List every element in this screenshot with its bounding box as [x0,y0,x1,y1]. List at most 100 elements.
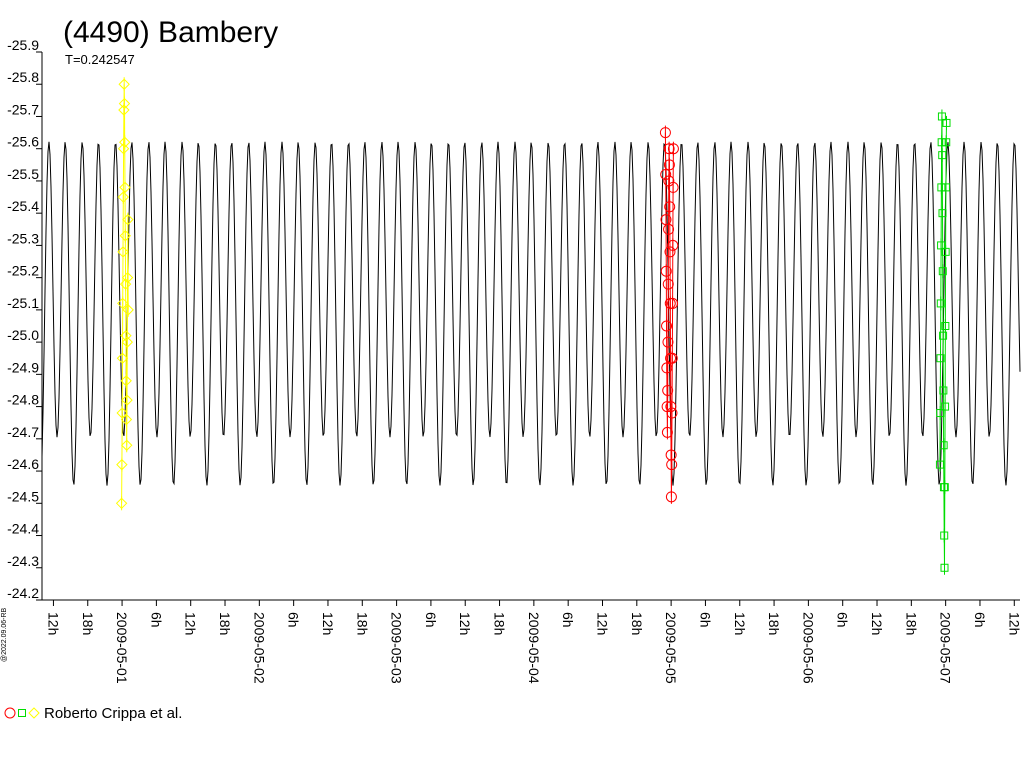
x-tick-label: 12h [869,612,885,635]
data-point-circle [665,401,677,413]
y-tick-label: -25.6 [7,134,39,150]
data-point-circle [662,336,674,348]
data-point-square [937,241,946,250]
observation-series [115,77,951,575]
data-point-circle [660,168,672,180]
data-point-diamond [119,136,131,148]
data-point-circle [667,143,679,155]
data-point-square [940,483,949,492]
data-point-diamond [118,78,130,90]
x-tick-label: 6h [560,612,576,628]
x-tick-label: 6h [423,612,439,628]
x-tick-label: 18h [766,612,782,635]
y-tick-label: -24.6 [7,456,39,472]
y-tick-label: -25.2 [7,263,39,279]
data-point-diamond [120,413,133,426]
x-tick-label: 12h [320,612,336,635]
data-point-square [938,151,947,160]
data-point-circle [667,297,679,309]
chart-subtitle: T=0.242547 [65,52,135,67]
data-point-circle [666,407,678,419]
data-point-square [936,299,945,308]
data-point-square [941,247,950,256]
y-tick-label: -24.3 [7,553,39,569]
data-point-diamond [122,213,134,226]
model-lightcurve [41,141,1021,486]
x-tick-label: 2009-05-01 [114,612,130,684]
data-point-square [935,460,944,469]
data-point-square [941,402,950,411]
data-point-diamond [116,407,128,419]
data-point-diamond [120,375,132,387]
data-point-circle [667,181,679,193]
x-tick-label: 2009-05-02 [251,612,267,684]
y-tick-label: -25.7 [7,101,39,117]
legend: Roberto Crippa et al. [4,705,182,722]
data-point-circle [661,362,673,374]
y-tick-label: -25.8 [7,69,39,85]
series-circle-group [659,125,679,504]
y-tick-label: -24.7 [7,424,39,440]
data-point-square [937,138,946,147]
data-point-diamond [117,246,129,258]
legend-credit: Roberto Crippa et al. [44,705,182,722]
x-tick-label: 12h [183,612,199,635]
data-point-diamond [116,352,129,364]
data-point-diamond [116,458,128,471]
data-point-square [941,183,950,192]
data-point-square [939,331,948,340]
y-tick-label: -24.2 [7,585,39,601]
legend-circle-icon [4,707,16,719]
x-tick-label: 2009-05-07 [938,612,954,684]
x-tick-label: 12h [457,612,473,635]
y-tick-label: -24.8 [7,392,39,408]
data-point-diamond [122,304,134,316]
y-tick-label: -24.9 [7,359,39,375]
x-tick-label: 18h [354,612,370,635]
data-point-diamond [119,181,131,194]
data-point-square [942,138,951,147]
data-point-diamond [121,271,134,284]
y-tick-label: -25.9 [7,37,39,53]
data-point-diamond [118,104,130,116]
data-point-diamond [115,497,128,510]
data-point-diamond [119,230,132,242]
data-point-circle [664,246,676,258]
series-connector-line [121,84,129,504]
y-tick-label: -25.1 [7,295,39,311]
data-point-circle [663,159,675,171]
data-point-square [936,354,945,363]
data-point-circle [662,384,674,396]
x-tick-label: 2009-05-06 [800,612,816,684]
data-point-square [939,386,948,395]
data-point-diamond [121,394,133,406]
x-tick-label: 12h [45,612,61,635]
x-tick-label: 18h [629,612,645,635]
x-tick-label: 12h [732,612,748,635]
data-point-diamond [121,439,133,451]
legend-symbols [4,707,40,719]
legend-square-icon [18,709,26,717]
series-square-group [935,109,951,575]
version-stamp: @2022.09.06-RB [1,607,8,662]
legend-diamond-icon [28,707,40,719]
data-point-circle [659,127,671,139]
y-tick-label: -24.4 [7,521,39,537]
data-point-diamond [121,336,134,348]
data-point-diamond [120,329,132,342]
x-tick-label: 6h [697,612,713,628]
data-point-circle [661,426,673,438]
data-point-circle [666,352,678,364]
x-tick-label: 18h [903,612,919,635]
x-tick-label: 2009-05-04 [526,612,542,684]
data-point-circle [663,223,675,235]
data-point-diamond [117,297,129,310]
y-tick-label: -24.5 [7,488,39,504]
x-tick-label: 6h [148,612,164,628]
y-axis-ticks: -25.9 -25.8 -25.7 -25.6 -25.5 -25.4 -25.3 -25.2… [7,37,42,601]
series-connector-line [939,116,947,568]
data-point-square [937,183,946,192]
x-tick-label: 12h [1006,612,1022,635]
chart-title: (4490) Bambery [63,16,278,49]
